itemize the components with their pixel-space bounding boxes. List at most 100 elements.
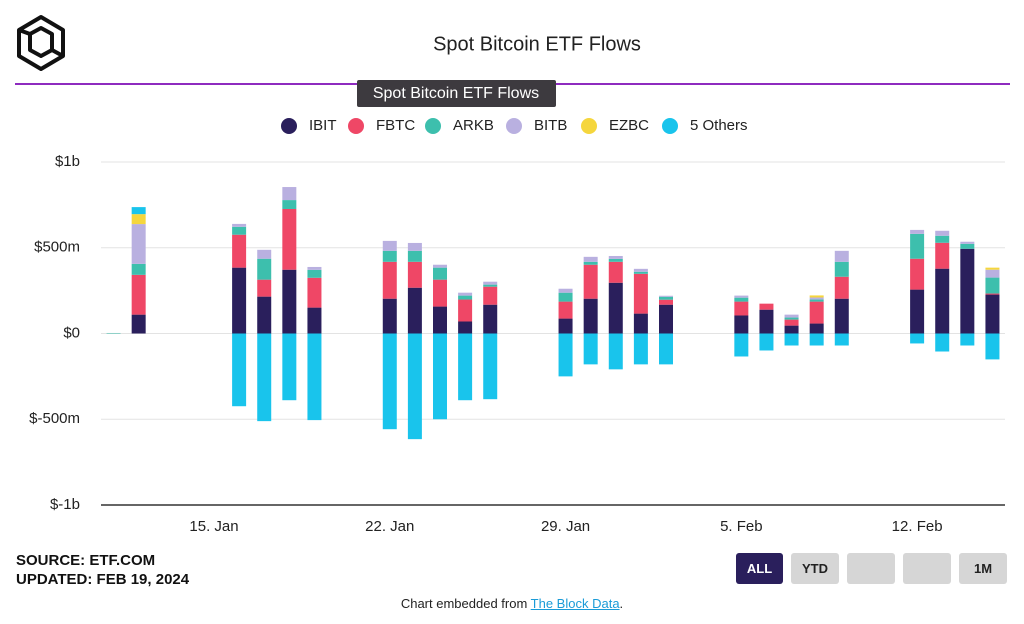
range-button[interactable]: YTD (791, 553, 839, 584)
bar-segment (633, 271, 648, 274)
bar-segment (483, 304, 498, 334)
x-tick-label: 22. Jan (365, 518, 414, 535)
bar-segment (960, 333, 975, 346)
bar-segment (608, 261, 623, 283)
y-tick-label: $-500m (29, 410, 80, 427)
bar-segment (307, 266, 322, 270)
range-button[interactable] (903, 553, 951, 584)
bar-segment (985, 269, 1000, 278)
footer: Chart embedded from The Block Data. (0, 596, 1024, 611)
x-tick-label: 15. Jan (189, 518, 238, 535)
legend-swatch (581, 118, 597, 134)
bar-segment (232, 234, 247, 268)
bar-segment (809, 295, 824, 298)
bar-segment (633, 273, 648, 314)
bar-segment (960, 243, 975, 249)
legend-label: IBIT (309, 117, 337, 134)
y-tick-label: $0 (63, 324, 80, 341)
bar-segment (257, 279, 272, 297)
bar-segment (985, 294, 1000, 334)
bar-segment (910, 333, 925, 344)
bar-segment (232, 267, 247, 334)
y-tick-label: $-1b (50, 496, 80, 513)
bar-segment (985, 293, 1000, 295)
legend-swatch (425, 118, 441, 134)
bar-segment (633, 268, 648, 272)
bar-segment (433, 267, 447, 280)
bar-segment (960, 248, 975, 334)
bar-segment (131, 214, 146, 225)
source-block: SOURCE: ETF.COM UPDATED: FEB 19, 2024 (16, 551, 189, 589)
bar-segment (935, 268, 950, 334)
legend-label: 5 Others (690, 117, 748, 134)
footer-text: Chart embedded from (400, 596, 528, 611)
range-button[interactable]: 1M (959, 553, 1007, 584)
bar-segment (759, 309, 774, 334)
bar-segment (382, 298, 397, 334)
bar-segment (407, 287, 422, 334)
bar-segment (458, 333, 473, 401)
bar-segment (282, 333, 297, 401)
bar-segment (131, 207, 146, 215)
bar-segment (433, 306, 447, 334)
bar-segment (458, 295, 473, 300)
bar-segment (232, 223, 247, 227)
bar-segment (583, 333, 598, 365)
bar-segment (458, 321, 473, 334)
bar-segment (232, 226, 247, 235)
bar-segment (734, 295, 749, 298)
bar-segment (935, 242, 950, 269)
tooltip-box (357, 80, 556, 107)
bar-segment (558, 301, 573, 319)
bar-segment (809, 301, 824, 324)
bar-segment (960, 241, 975, 244)
bar-segment (834, 298, 849, 334)
bar-segment (558, 318, 573, 334)
bar-segment (106, 332, 121, 334)
bar-segment (483, 333, 498, 400)
bar-segment (583, 261, 598, 265)
bar-segment (659, 299, 673, 305)
bar-segment (558, 333, 573, 377)
bar-segment (834, 261, 849, 277)
bar-segment (483, 284, 498, 287)
range-button[interactable]: ALL (736, 553, 783, 584)
bar-segment (633, 313, 648, 334)
bar-segment (131, 314, 146, 334)
bar-segment (282, 208, 297, 270)
bar-segment (257, 249, 272, 259)
plot: $1b $500m $0 $-500m $-1b 15. Jan 22. Jan 29. Ja… (29, 153, 1005, 535)
footer-link[interactable]: The Block Data (530, 596, 620, 611)
bar-segment (734, 297, 749, 302)
bar-segment (759, 303, 774, 310)
bar-segment (784, 333, 799, 346)
bar-segment (282, 269, 297, 334)
bar-segment (433, 264, 447, 268)
range-button[interactable] (847, 553, 895, 584)
bar-segment (433, 279, 447, 307)
bar-segment (131, 224, 146, 264)
bar-segment (257, 333, 272, 422)
x-tick-label: 5. Feb (720, 518, 763, 535)
bar-segment (608, 258, 623, 262)
bar-segment (282, 200, 297, 209)
legend-label: ARKB (453, 117, 494, 134)
bar-segment (257, 258, 272, 280)
bar-segment (608, 333, 623, 370)
bar-segment (834, 276, 849, 299)
bar-segment (910, 233, 925, 259)
bar-segment (935, 230, 950, 236)
bar-segment (382, 261, 397, 299)
bar-segment (131, 263, 146, 275)
bar-segment (784, 319, 799, 326)
bar-segment (382, 250, 397, 262)
legend-swatch (281, 118, 297, 134)
legend-label: EZBC (609, 117, 649, 134)
bar-segment (257, 296, 272, 334)
x-tick-label: 29. Jan (541, 518, 590, 535)
legend: IBIT FBTC ARKB BITB EZBC 5 Others (281, 117, 748, 134)
bar-segment (583, 298, 598, 334)
bar-segment (809, 323, 824, 334)
bar-segment (131, 274, 146, 315)
